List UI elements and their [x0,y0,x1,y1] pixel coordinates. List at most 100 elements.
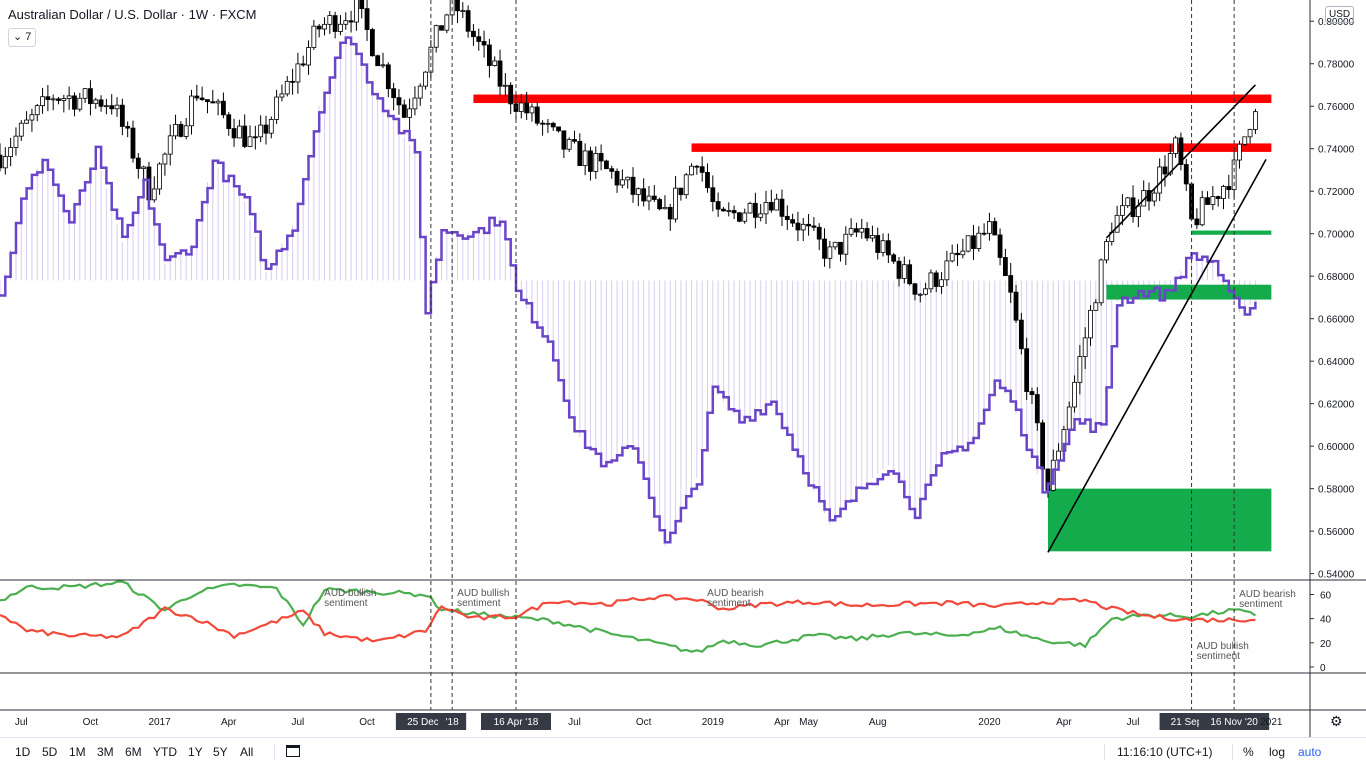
bearish-candle [572,139,577,142]
bearish-candle [226,114,232,129]
bearish-sentiment-line [0,593,1256,643]
range-5d[interactable]: 5D [42,745,58,759]
bearish-candle [997,234,1003,258]
bullish-candle [215,100,221,104]
bullish-candle [1237,143,1242,161]
bearish-candle [630,176,636,195]
bullish-candle [1088,309,1093,339]
bearish-candle [710,187,716,202]
bullish-candle [444,14,450,31]
x-tick-label: 2021 [1260,717,1283,728]
range-1y[interactable]: 1Y [188,745,203,759]
bearish-candle [864,228,870,239]
bearish-candle [391,88,397,99]
bullish-candle [1066,406,1072,430]
bearish-candle [540,122,545,125]
x-marker-label-bg [480,713,551,730]
bullish-candle [322,23,327,30]
bullish-candle [848,228,854,235]
bearish-candle [806,223,811,227]
bearish-candle [290,80,295,83]
bearish-candle [609,168,615,172]
bullish-candle [189,95,194,127]
y-tick-label: 0.58000 [1318,485,1355,496]
chevron-down-icon: ⌄ [13,31,23,43]
bullish-candle [625,176,631,181]
bullish-candle [279,93,285,98]
bullish-candle [236,125,242,139]
bearish-candle [1040,422,1046,470]
bullish-candle [1120,205,1125,216]
bullish-candle [295,63,301,83]
clock[interactable]: 11:16:10 (UTC+1) [1117,745,1213,759]
bullish-candle [1104,241,1109,261]
bullish-candle [284,80,290,95]
chart-canvas[interactable]: AUD bullish sentiment AUD bullish sentiment… [0,0,1366,737]
indicator-count: 7 [25,31,32,43]
range-6m[interactable]: 6M [125,745,142,759]
bullish-candle [114,104,120,110]
bullish-candle [24,119,29,124]
bullish-candle [869,235,875,239]
auto-toggle[interactable]: auto [1298,745,1322,759]
range-1m[interactable]: 1M [69,745,86,759]
calendar-icon[interactable] [286,745,300,757]
bullish-candle [880,240,886,253]
bullish-candle [343,20,349,25]
bearish-candle [550,122,556,128]
bullish-candle [1125,197,1131,207]
indicator-toggle[interactable]: ⌄ 7 [8,28,37,47]
bullish-candle [247,136,253,147]
bullish-candle [832,241,838,248]
range-3m[interactable]: 3M [97,745,114,759]
x-marker-label: 25 Dec '17 [407,717,455,728]
bearish-candle [125,126,131,129]
bearish-candle [194,95,200,99]
bullish-candle [1114,214,1120,233]
bearish-candle [1008,275,1014,293]
bearish-candle [130,127,136,159]
bullish-candle [566,139,572,150]
sentiment-annotation: AUD bullish sentiment [1197,641,1249,662]
bearish-candle [263,124,269,134]
x-tick-label: 2019 [702,717,725,728]
bearish-candle [561,130,567,150]
sentiment-annotation: AUD bearish sentiment [1239,589,1296,610]
trendlines [1047,84,1267,553]
bearish-candle [1130,197,1136,218]
bearish-candle [135,157,141,169]
bullish-sentiment-line [0,580,1256,653]
percent-toggle[interactable]: % [1243,745,1254,759]
bearish-candle [348,20,354,23]
range-ytd[interactable]: YTD [153,745,177,759]
bullish-candle [2,156,8,169]
bullish-candle [40,96,45,107]
gear-icon[interactable]: ⚙ [1330,713,1343,729]
bearish-candle [1183,164,1189,185]
bearish-candle [508,84,514,105]
range-5y[interactable]: 5Y [213,745,228,759]
bearish-candle [811,225,817,228]
x-marker-label-bg [1199,713,1270,730]
bearish-candle [1024,348,1030,392]
bullish-candle [167,135,173,155]
range-1d[interactable]: 1D [15,745,31,759]
range-all[interactable]: All [240,745,254,759]
bearish-candle [737,212,742,222]
log-toggle[interactable]: log [1269,745,1286,759]
bearish-candle [375,55,381,67]
bullish-candle [545,122,551,125]
y-tick-label: 0.54000 [1318,570,1355,581]
bullish-candle [354,0,359,23]
bearish-candle [471,30,476,38]
bullish-candle [1221,186,1226,199]
bearish-candle [401,104,407,118]
bearish-candle [45,96,51,100]
bearish-candle [694,165,700,168]
currency-label[interactable]: USD [1325,6,1355,23]
x-tick-label: Oct [359,717,375,728]
bearish-candle [614,170,620,186]
bullish-candle [29,114,35,121]
bullish-candle [1098,259,1104,304]
bearish-candle [598,153,604,162]
